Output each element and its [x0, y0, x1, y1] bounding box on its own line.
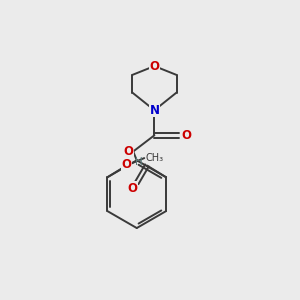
- Text: O: O: [122, 158, 132, 171]
- Text: O: O: [123, 145, 133, 158]
- Text: N: N: [149, 104, 159, 117]
- Text: H: H: [135, 157, 142, 167]
- Text: O: O: [181, 129, 191, 142]
- Text: O: O: [149, 60, 159, 73]
- Text: CH₃: CH₃: [146, 153, 164, 163]
- Text: O: O: [127, 182, 137, 195]
